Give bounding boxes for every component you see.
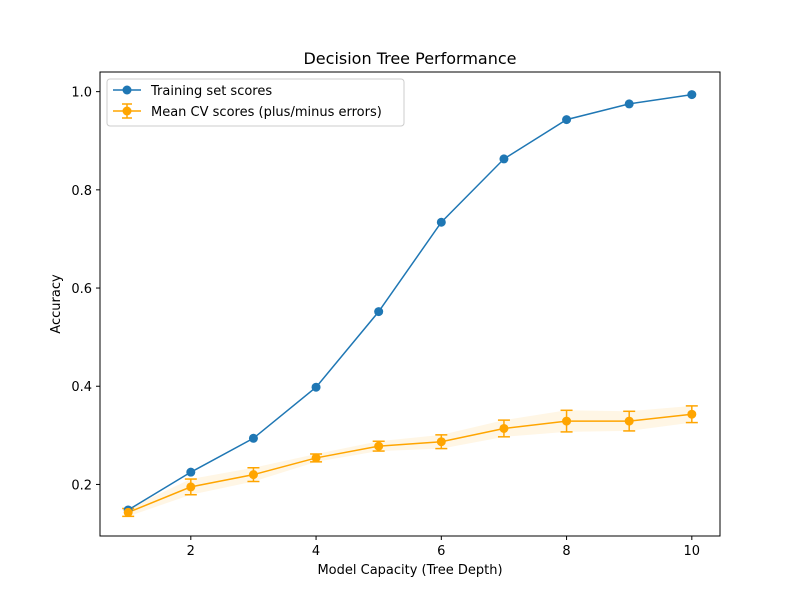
training-data-point xyxy=(374,307,384,317)
axis-ticks: 2 4 6 8 10 0.2 0.4 0.6 0.8 1.0 xyxy=(71,86,700,559)
cv-data-point xyxy=(311,453,321,463)
cv-data-point xyxy=(123,507,133,517)
y-tick-label: 0.2 xyxy=(71,478,92,493)
training-data-point xyxy=(248,433,258,443)
x-tick-label: 6 xyxy=(437,544,445,559)
legend-label-training: Training set scores xyxy=(150,84,272,99)
training-data-point xyxy=(436,217,446,227)
y-axis-label: Accuracy xyxy=(49,274,64,334)
legend-box xyxy=(106,78,405,127)
training-data-point xyxy=(687,90,697,100)
cv-data-point xyxy=(436,437,446,447)
y-tick-label: 0.8 xyxy=(71,184,92,199)
x-tick-label: 2 xyxy=(187,544,195,559)
plot-area xyxy=(122,90,698,518)
cv-series-line xyxy=(127,413,692,514)
cv-data-point xyxy=(248,470,258,480)
cv-data-point xyxy=(562,416,572,426)
cv-data-point xyxy=(499,423,509,433)
training-data-point xyxy=(562,115,572,125)
cv-data-point xyxy=(687,409,697,419)
cv-data-point xyxy=(624,416,634,426)
cv-error-band xyxy=(128,405,692,517)
chart-title: Decision Tree Performance xyxy=(303,49,516,68)
x-tick-label: 10 xyxy=(684,544,701,559)
x-tick-label: 8 xyxy=(562,544,570,559)
legend: Training set scores Mean CV scores (plus… xyxy=(106,78,405,127)
training-data-point xyxy=(186,467,196,477)
y-tick-label: 1.0 xyxy=(71,86,92,101)
x-tick-label: 4 xyxy=(312,544,320,559)
axes-frame xyxy=(99,71,721,537)
cv-data-point xyxy=(186,482,196,492)
cv-data-point xyxy=(374,441,384,451)
training-data-point xyxy=(311,382,321,392)
training-series-line xyxy=(127,93,692,511)
legend-label-cv: Mean CV scores (plus/minus errors) xyxy=(151,105,382,120)
y-tick-label: 0.6 xyxy=(71,282,92,297)
y-tick-label: 0.4 xyxy=(71,380,92,395)
legend-marker-training xyxy=(122,85,132,95)
x-axis-label: Model Capacity (Tree Depth) xyxy=(317,563,502,578)
legend-marker-cv xyxy=(122,106,132,116)
training-data-point xyxy=(499,154,509,164)
legend-entry-training: Training set scores xyxy=(113,84,272,99)
legend-entry-cv: Mean CV scores (plus/minus errors) xyxy=(113,103,382,120)
training-data-point xyxy=(624,99,634,109)
